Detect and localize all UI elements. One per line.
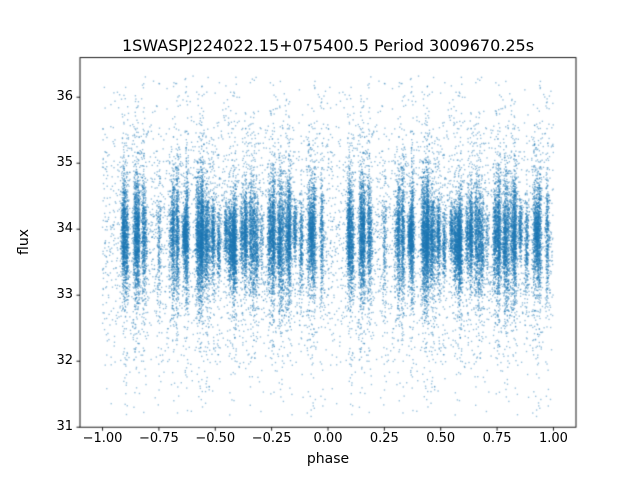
x-tick-label: 0.50 — [426, 431, 456, 446]
y-tick-label: 33 — [56, 287, 73, 303]
y-tick-label: 34 — [56, 221, 73, 237]
x-tick-label: −1.00 — [82, 431, 123, 446]
y-tick-label: 32 — [56, 353, 73, 369]
x-tick-label: 0.25 — [369, 431, 399, 446]
x-tick-label: −0.25 — [251, 431, 292, 446]
x-tick-label: 0.75 — [482, 431, 512, 446]
x-tick-label: −0.50 — [195, 431, 236, 446]
y-tick-label: 36 — [56, 89, 73, 105]
x-tick-label: −0.75 — [138, 431, 179, 446]
x-axis-label: phase — [306, 451, 350, 467]
y-tick-label: 35 — [56, 155, 73, 171]
x-tick-label: 0.00 — [313, 431, 343, 446]
chart-title: 1SWASPJ224022.15+075400.5 Period 3009670… — [121, 36, 535, 55]
x-tick-label: 1.00 — [538, 431, 568, 446]
y-tick-label: 31 — [56, 419, 73, 435]
